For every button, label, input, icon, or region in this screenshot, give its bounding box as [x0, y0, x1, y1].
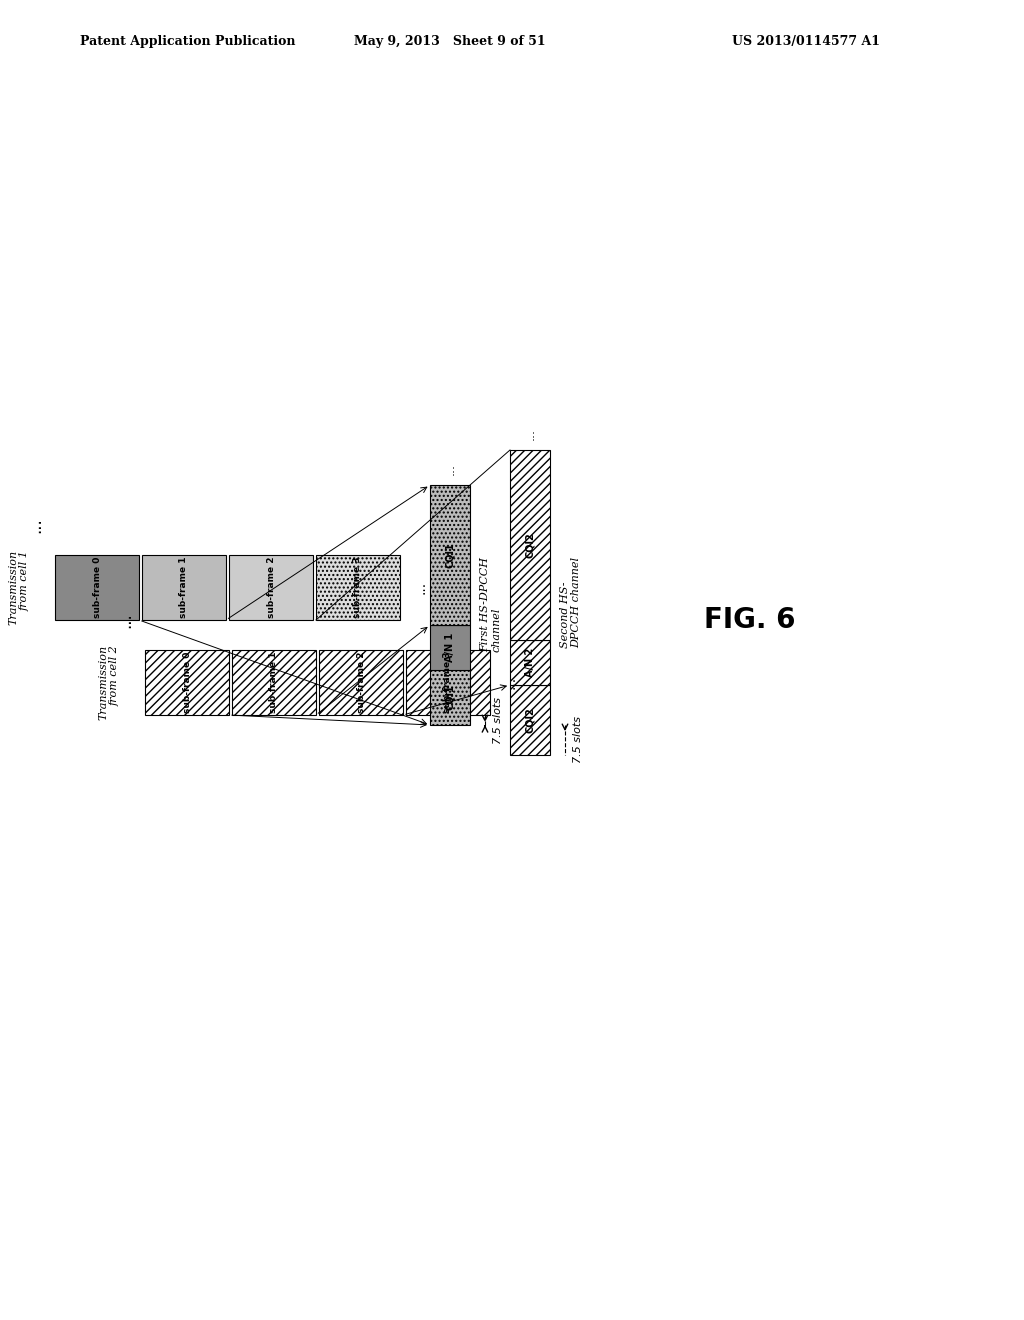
Text: sub-frame 2: sub-frame 2 [356, 652, 366, 713]
Bar [406, 649, 490, 715]
Bar [142, 554, 226, 620]
Text: sub-frame 2: sub-frame 2 [266, 557, 275, 618]
Text: ...: ... [443, 463, 457, 475]
Text: ...: ... [26, 517, 44, 533]
Bar [510, 685, 550, 755]
Text: sub-frame 1: sub-frame 1 [269, 652, 279, 713]
Text: sub-frame 3: sub-frame 3 [353, 557, 362, 618]
Bar [319, 649, 403, 715]
Text: A/N 2: A/N 2 [525, 648, 535, 677]
Text: CQI2: CQI2 [525, 708, 535, 733]
Text: ...: ... [413, 581, 427, 594]
Text: ...: ... [116, 612, 134, 628]
Text: CQI1: CQI1 [445, 543, 455, 568]
Text: Transmission
from cell 1: Transmission from cell 1 [8, 550, 30, 626]
Bar [316, 554, 400, 620]
Bar [510, 450, 550, 640]
Text: sub-frame 3: sub-frame 3 [443, 652, 453, 713]
Text: CQI2: CQI2 [525, 532, 535, 558]
Text: Transmission
from cell 2: Transmission from cell 2 [98, 645, 120, 721]
Text: Patent Application Publication: Patent Application Publication [80, 36, 296, 48]
Text: CQI1: CQI1 [445, 685, 455, 710]
Bar [55, 554, 139, 620]
Text: May 9, 2013   Sheet 9 of 51: May 9, 2013 Sheet 9 of 51 [354, 36, 546, 48]
Text: sub-frame 0: sub-frame 0 [92, 557, 101, 618]
Bar [510, 640, 550, 685]
Text: First HS-DPCCH
channel: First HS-DPCCH channel [480, 557, 502, 652]
Bar [229, 554, 313, 620]
Bar [232, 649, 316, 715]
Text: ...: ... [503, 676, 517, 689]
Text: Second HS-
DPCCH channel: Second HS- DPCCH channel [560, 557, 582, 648]
Text: sub-frame 0: sub-frame 0 [182, 652, 191, 713]
Bar [430, 671, 470, 725]
Text: US 2013/0114577 A1: US 2013/0114577 A1 [732, 36, 880, 48]
Text: FIG. 6: FIG. 6 [705, 606, 796, 634]
Text: 7.5 slots: 7.5 slots [493, 697, 503, 743]
Text: ...: ... [523, 428, 537, 440]
Text: 7.5 slots: 7.5 slots [573, 717, 583, 763]
Text: A/N 1: A/N 1 [445, 632, 455, 663]
Bar [430, 624, 470, 671]
Text: sub-frame 1: sub-frame 1 [179, 557, 188, 618]
Bar [430, 484, 470, 624]
Bar [145, 649, 229, 715]
